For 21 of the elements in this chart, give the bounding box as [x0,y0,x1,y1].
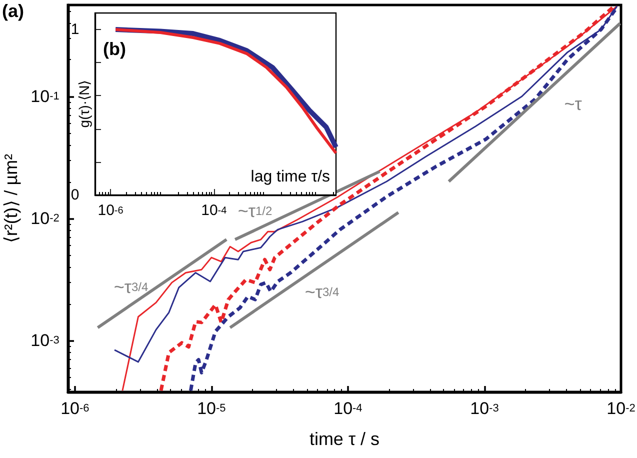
y-axis-title: ⟨r²(t)⟩ / µm² [1,154,21,244]
chart-title: (a) [2,1,24,21]
annotation: ~τ3/4 [114,277,148,297]
x-tick-label: 10-3 [470,399,499,418]
annotation: ~τ1/2 [238,201,272,221]
y-tick-label: 1 [70,21,80,38]
y-tick-label: 10-1 [30,86,60,106]
x-axis-title: time τ / s [309,429,380,449]
x-axis-title: lag time τ/s [250,168,330,186]
x-tick-label: 10-2 [606,399,636,418]
x-tick-label: 10-6 [98,202,124,219]
x-tick-label: 10-4 [201,202,228,219]
x-tick-label: 10-5 [197,399,226,418]
x-tick-label: 10-6 [60,399,90,418]
y-tick-label: 10-3 [30,331,60,350]
annotation: ~τ [564,94,582,114]
text: (b) [103,39,126,59]
y-tick-label: 0 [70,186,80,204]
y-axis-title: g(τ)·⟨N⟩ [76,80,92,128]
x-tick-label: 10-4 [334,399,362,418]
annotation: ~τ3/4 [304,282,340,302]
